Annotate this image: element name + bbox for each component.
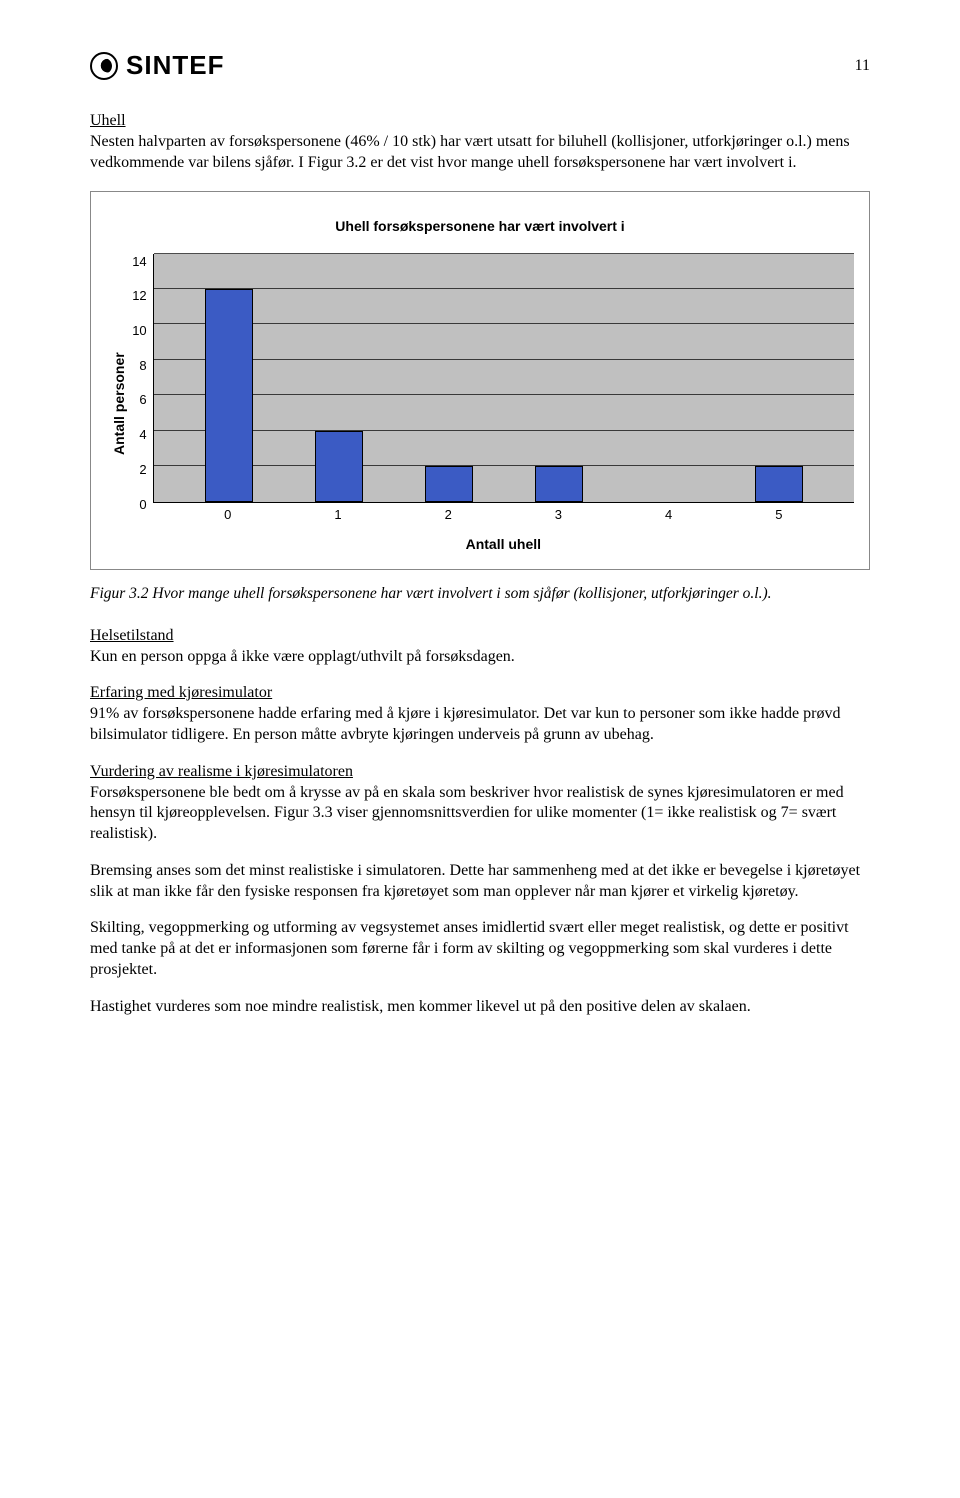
page-number: 11: [855, 57, 870, 75]
body-content: Uhell Nesten halvparten av forsøksperson…: [90, 111, 870, 1018]
erfaring-heading: Erfaring med kjøresimulator: [90, 684, 272, 701]
chart-title: Uhell forsøkspersonene har vært involver…: [106, 217, 854, 235]
chart-bar: [425, 466, 473, 501]
y-tick: 4: [139, 427, 146, 444]
chart-plot: [153, 254, 854, 503]
gridline: [154, 288, 854, 289]
x-tick: 3: [534, 507, 582, 524]
y-tick: 8: [139, 358, 146, 375]
y-tick: 2: [139, 462, 146, 479]
y-tick: 14: [132, 254, 146, 271]
gridline: [154, 465, 854, 466]
figure-caption: Figur 3.2 Hvor mange uhell forsøksperson…: [90, 584, 870, 604]
gridline: [154, 323, 854, 324]
helse-heading: Helsetilstand: [90, 627, 174, 644]
section-helsetilstand: Helsetilstand Kun en person oppga å ikke…: [90, 626, 870, 668]
gridline: [154, 430, 854, 431]
x-tick: 2: [424, 507, 472, 524]
chart-bar: [755, 466, 803, 501]
y-tick: 12: [132, 288, 146, 305]
document-page: SINTEF 11 Uhell Nesten halvparten av for…: [0, 0, 960, 1074]
x-tick: 0: [204, 507, 252, 524]
x-tick: 1: [314, 507, 362, 524]
chart-x-axis: 0 1 2 3 4 5: [153, 503, 854, 524]
section-uhell: Uhell Nesten halvparten av forsøksperson…: [90, 111, 870, 173]
chart-ylabel: Antall personer: [106, 254, 132, 554]
x-tick: 5: [755, 507, 803, 524]
para-hastighet: Hastighet vurderes som noe mindre realis…: [90, 997, 870, 1018]
x-tick: 4: [645, 507, 693, 524]
vurdering-heading: Vurdering av realisme i kjøresimulatoren: [90, 763, 353, 780]
gridline: [154, 359, 854, 360]
uhell-heading: Uhell: [90, 112, 126, 129]
chart-area: Antall personer 14121086420 012345 Antal…: [106, 254, 854, 554]
section-erfaring: Erfaring med kjøresimulator 91% av forsø…: [90, 683, 870, 745]
y-tick: 10: [132, 323, 146, 340]
chart-bar: [315, 431, 363, 502]
vurdering-text: Forsøkspersonene ble bedt om å krysse av…: [90, 784, 844, 843]
y-tick: 0: [139, 497, 146, 514]
erfaring-text: 91% av forsøkspersonene hadde erfaring m…: [90, 705, 840, 743]
chart-bar: [205, 289, 253, 502]
section-vurdering: Vurdering av realisme i kjøresimulatoren…: [90, 762, 870, 845]
uhell-text: Nesten halvparten av forsøkspersonene (4…: [90, 133, 850, 171]
sintef-logo-icon: [90, 52, 118, 80]
para-bremsing: Bremsing anses som det minst realistiske…: [90, 861, 870, 903]
logo: SINTEF: [90, 50, 224, 81]
gridline: [154, 253, 854, 254]
para-skilting: Skilting, vegoppmerking og utforming av …: [90, 918, 870, 980]
chart-plot-column: 0 1 2 3 4 5 Antall uhell: [153, 254, 854, 554]
logo-text: SINTEF: [126, 50, 224, 81]
chart-y-axis: 14 12 10 8 6 4 2 0: [132, 254, 152, 514]
y-tick: 6: [139, 392, 146, 409]
chart-container: Uhell forsøkspersonene har vært involver…: [90, 191, 870, 569]
chart-bar: [535, 466, 583, 501]
page-header: SINTEF 11: [90, 50, 870, 81]
gridline: [154, 394, 854, 395]
chart-xlabel: Antall uhell: [153, 535, 854, 553]
helse-text: Kun en person oppga å ikke være opplagt/…: [90, 648, 515, 665]
